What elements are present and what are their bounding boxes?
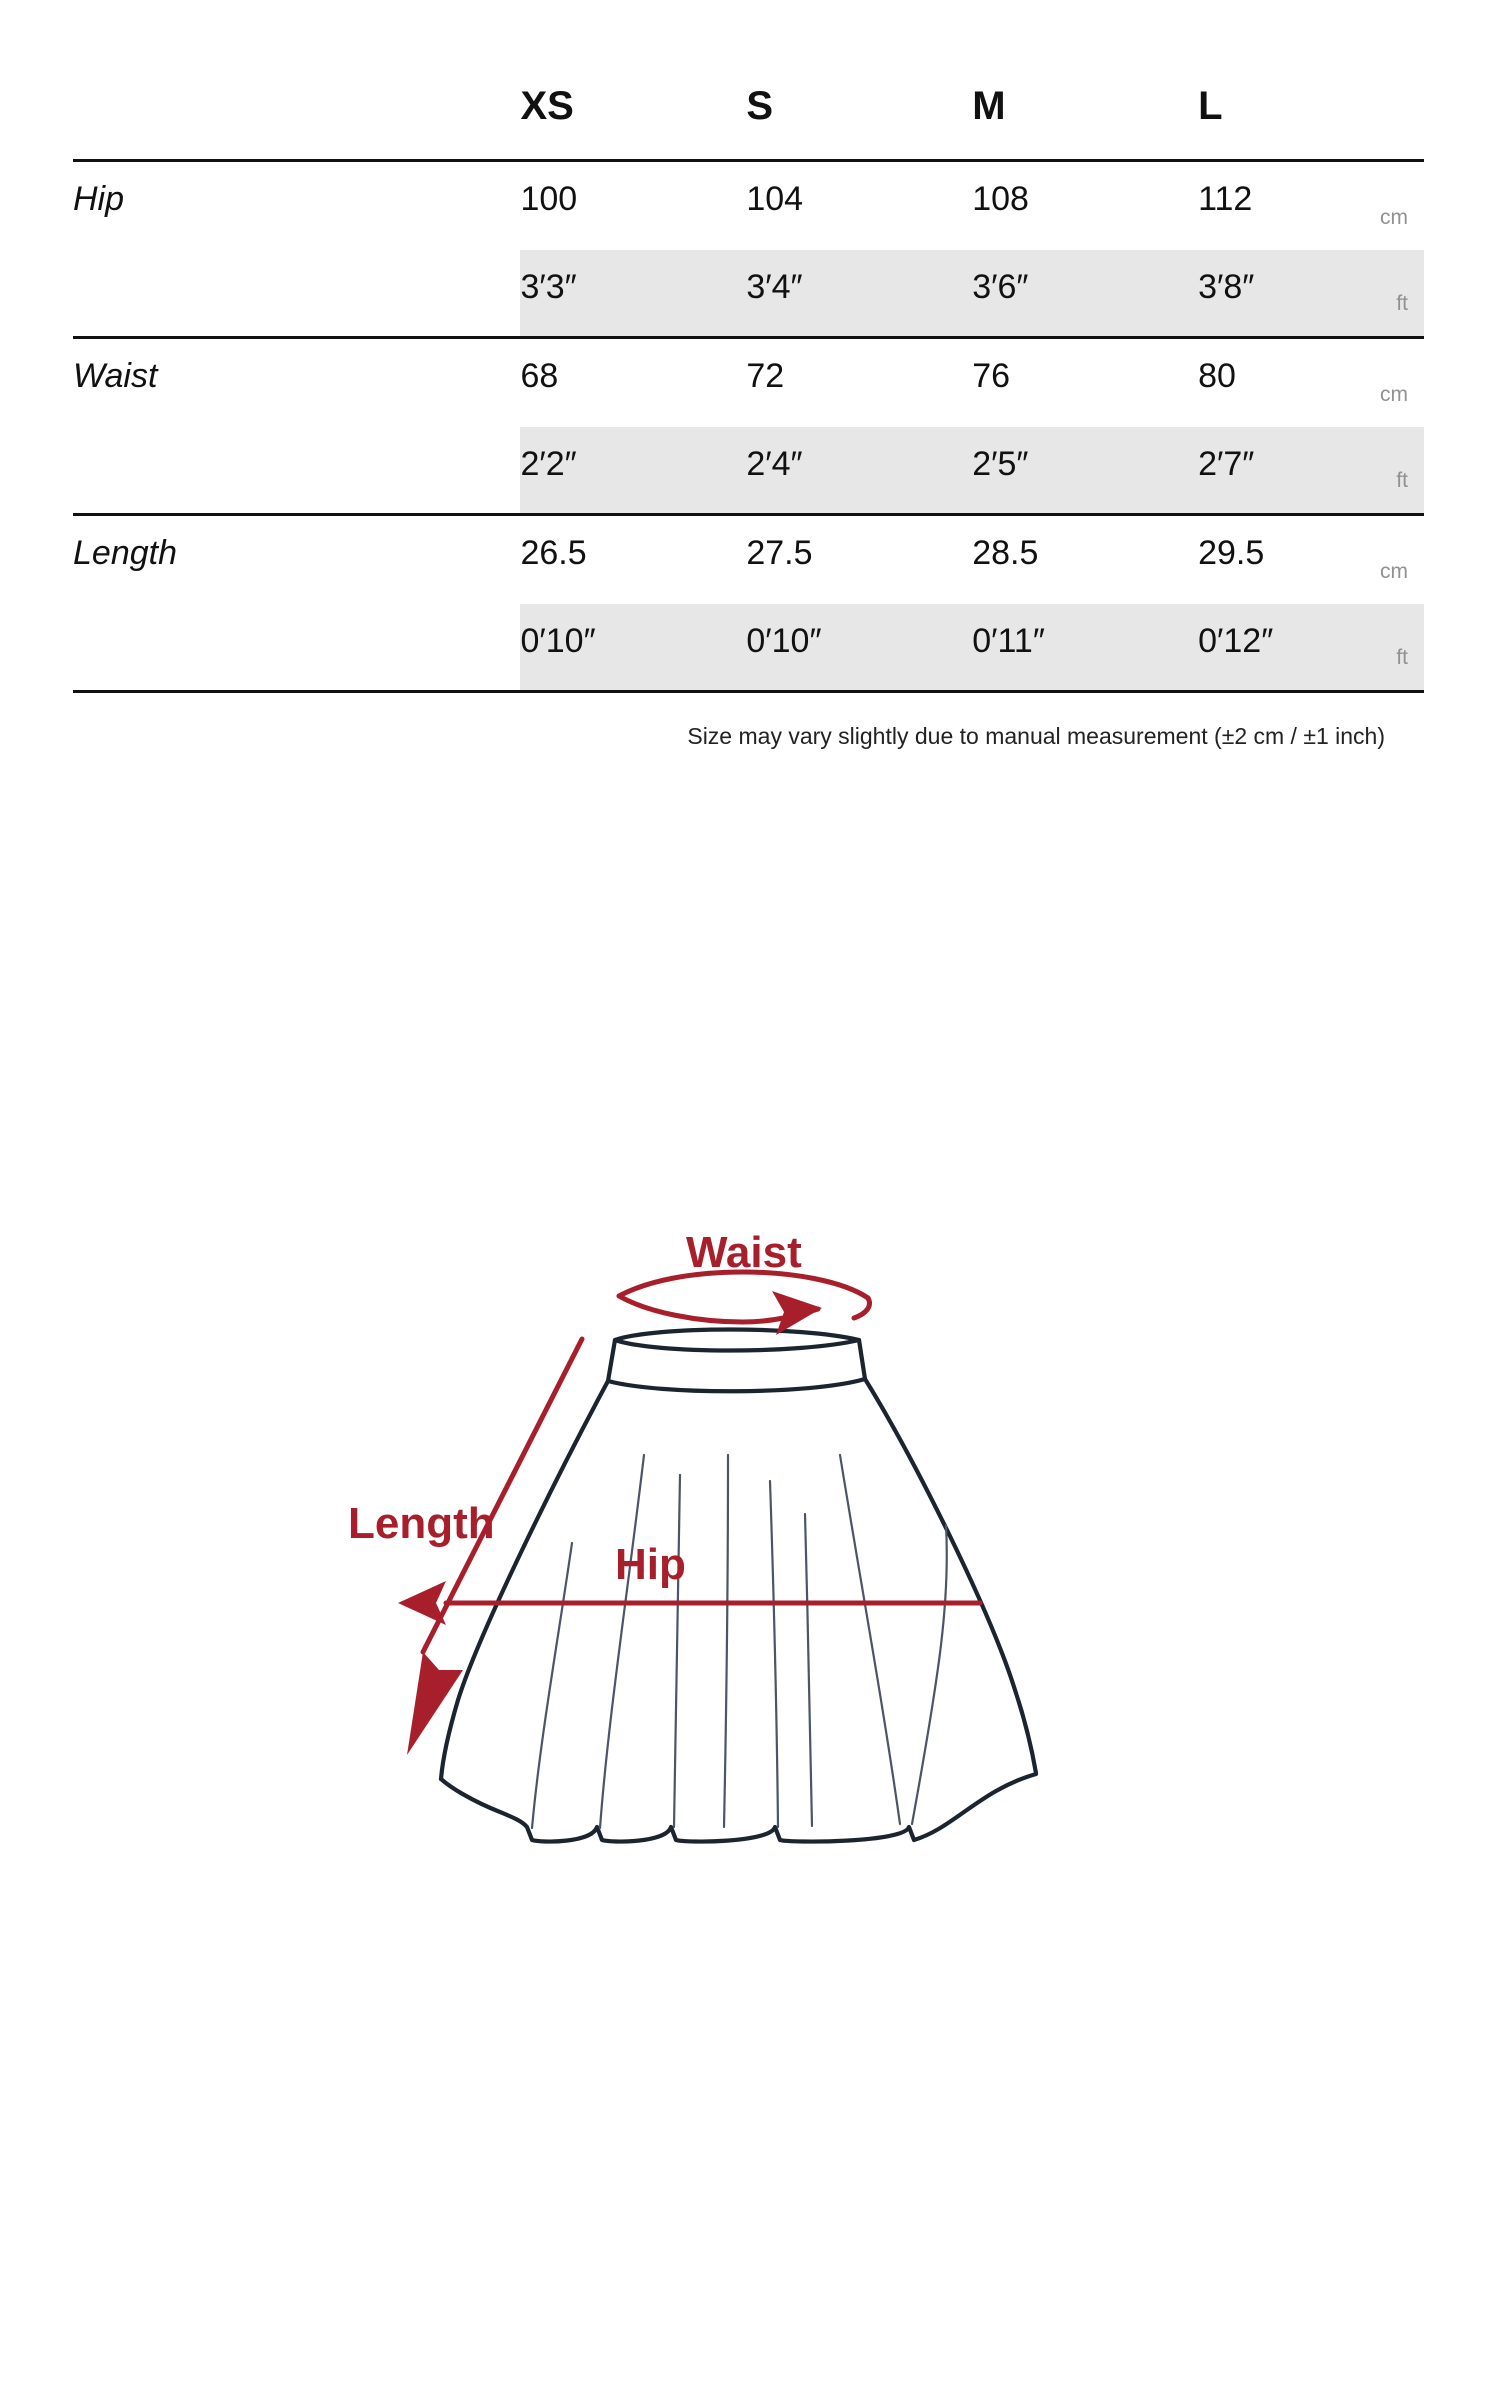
- svg-text:Length: Length: [348, 1499, 495, 1548]
- svg-text:Hip: Hip: [615, 1540, 686, 1589]
- svg-text:Waist: Waist: [686, 1228, 802, 1277]
